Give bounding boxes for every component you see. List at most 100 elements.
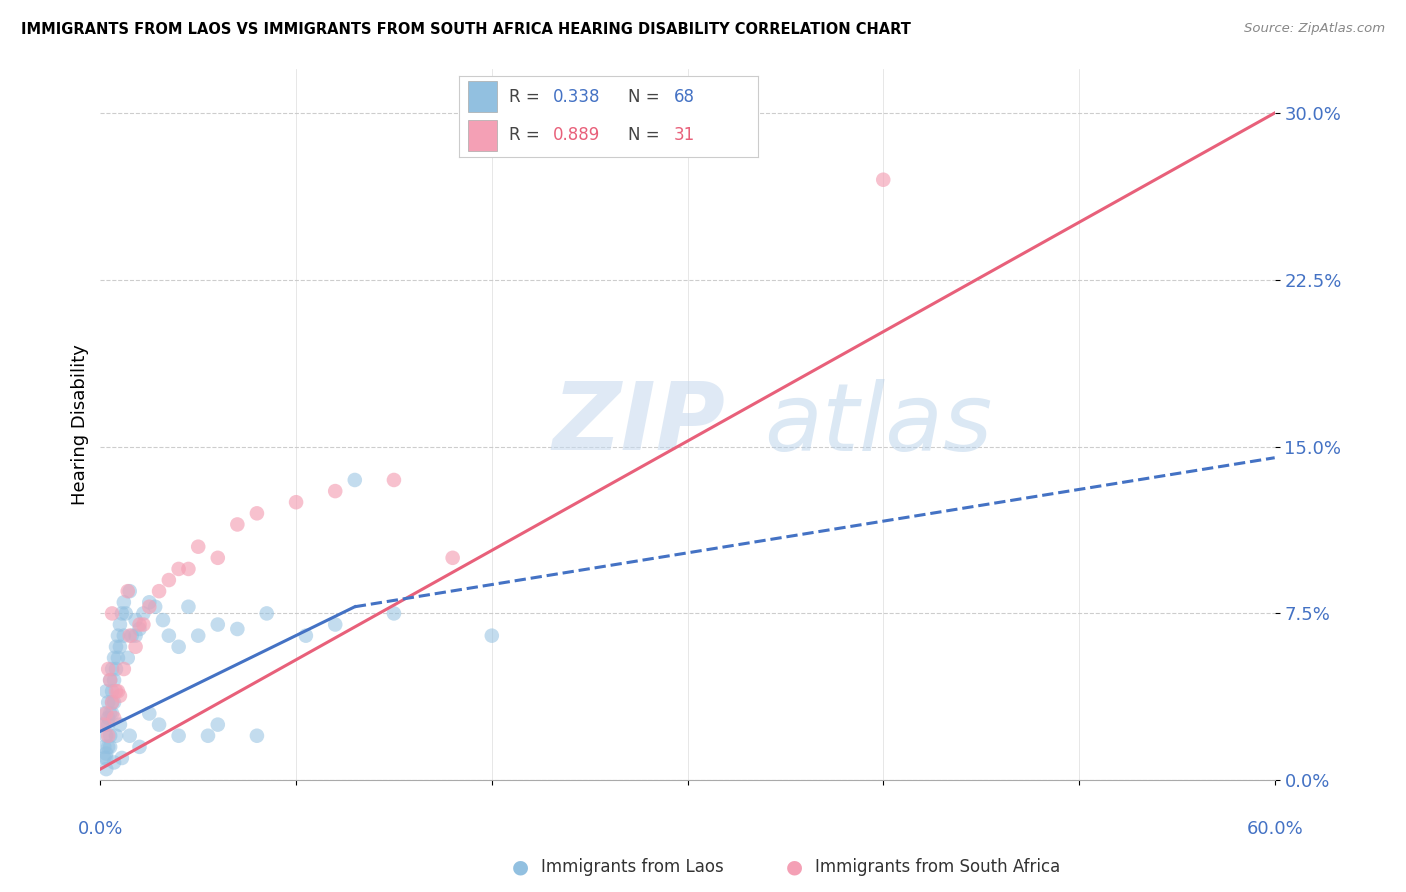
- Point: [112, 629, 135, 643]
- Point: [152, 613, 174, 627]
- Point: [96, 762, 118, 776]
- Point: [177, 562, 200, 576]
- Point: [111, 751, 134, 765]
- Point: [128, 739, 150, 754]
- Point: [103, 756, 125, 770]
- Point: [157, 629, 180, 643]
- Point: [105, 684, 128, 698]
- Point: [226, 622, 249, 636]
- Point: [167, 640, 190, 654]
- Point: [118, 584, 141, 599]
- Point: [101, 684, 124, 698]
- Y-axis label: Hearing Disability: Hearing Disability: [72, 344, 89, 505]
- Point: [108, 689, 131, 703]
- Point: [105, 662, 128, 676]
- Point: [93, 739, 115, 754]
- Point: [148, 584, 170, 599]
- Point: [323, 617, 346, 632]
- Point: [101, 706, 124, 721]
- Point: [101, 695, 124, 709]
- Point: [111, 607, 134, 621]
- Point: [157, 573, 180, 587]
- Point: [118, 729, 141, 743]
- Point: [167, 729, 190, 743]
- Point: [138, 595, 160, 609]
- Point: [207, 550, 229, 565]
- Point: [323, 484, 346, 499]
- Point: [93, 717, 115, 731]
- Point: [138, 706, 160, 721]
- Point: [177, 599, 200, 614]
- Text: ZIP: ZIP: [553, 378, 725, 470]
- Point: [114, 607, 136, 621]
- Point: [97, 739, 120, 754]
- Point: [105, 640, 128, 654]
- Point: [343, 473, 366, 487]
- Text: 0.0%: 0.0%: [77, 821, 124, 838]
- Point: [107, 629, 129, 643]
- Point: [118, 629, 141, 643]
- Point: [246, 729, 269, 743]
- Point: [96, 706, 118, 721]
- Point: [107, 651, 129, 665]
- Point: [285, 495, 308, 509]
- Point: [96, 729, 118, 743]
- Point: [101, 607, 124, 621]
- Text: Immigrants from Laos: Immigrants from Laos: [541, 858, 724, 876]
- Point: [481, 629, 503, 643]
- Point: [112, 595, 135, 609]
- Point: [117, 651, 139, 665]
- Point: [187, 629, 209, 643]
- Point: [97, 695, 120, 709]
- Point: [103, 711, 125, 725]
- Point: [93, 751, 115, 765]
- Point: [124, 613, 146, 627]
- Point: [128, 617, 150, 632]
- Point: [382, 473, 405, 487]
- Point: [97, 717, 120, 731]
- Point: [167, 562, 190, 576]
- Point: [96, 751, 118, 765]
- Point: [97, 662, 120, 676]
- Point: [91, 717, 114, 731]
- Point: [97, 711, 120, 725]
- Point: [138, 599, 160, 614]
- Point: [207, 617, 229, 632]
- Point: [98, 673, 121, 687]
- Text: IMMIGRANTS FROM LAOS VS IMMIGRANTS FROM SOUTH AFRICA HEARING DISABILITY CORRELAT: IMMIGRANTS FROM LAOS VS IMMIGRANTS FROM …: [21, 22, 911, 37]
- Point: [132, 607, 155, 621]
- Point: [101, 662, 124, 676]
- Point: [105, 729, 128, 743]
- Text: ●: ●: [786, 857, 803, 877]
- Point: [96, 747, 118, 761]
- Text: 60.0%: 60.0%: [1246, 821, 1303, 838]
- Point: [256, 607, 278, 621]
- Point: [382, 607, 405, 621]
- Point: [441, 550, 464, 565]
- Point: [98, 739, 121, 754]
- Text: Immigrants from South Africa: Immigrants from South Africa: [815, 858, 1060, 876]
- Point: [103, 673, 125, 687]
- Point: [103, 651, 125, 665]
- Point: [124, 629, 146, 643]
- Point: [98, 706, 121, 721]
- Point: [103, 695, 125, 709]
- Point: [117, 584, 139, 599]
- Point: [197, 729, 219, 743]
- Point: [124, 640, 146, 654]
- Point: [128, 622, 150, 636]
- Point: [295, 629, 318, 643]
- Point: [132, 617, 155, 632]
- Point: [108, 617, 131, 632]
- Point: [98, 673, 121, 687]
- Point: [121, 629, 143, 643]
- Point: [107, 684, 129, 698]
- Point: [96, 684, 118, 698]
- Point: [93, 706, 115, 721]
- Text: ●: ●: [512, 857, 529, 877]
- Point: [246, 506, 269, 520]
- Point: [872, 172, 894, 186]
- Point: [108, 640, 131, 654]
- Point: [143, 599, 166, 614]
- Point: [226, 517, 249, 532]
